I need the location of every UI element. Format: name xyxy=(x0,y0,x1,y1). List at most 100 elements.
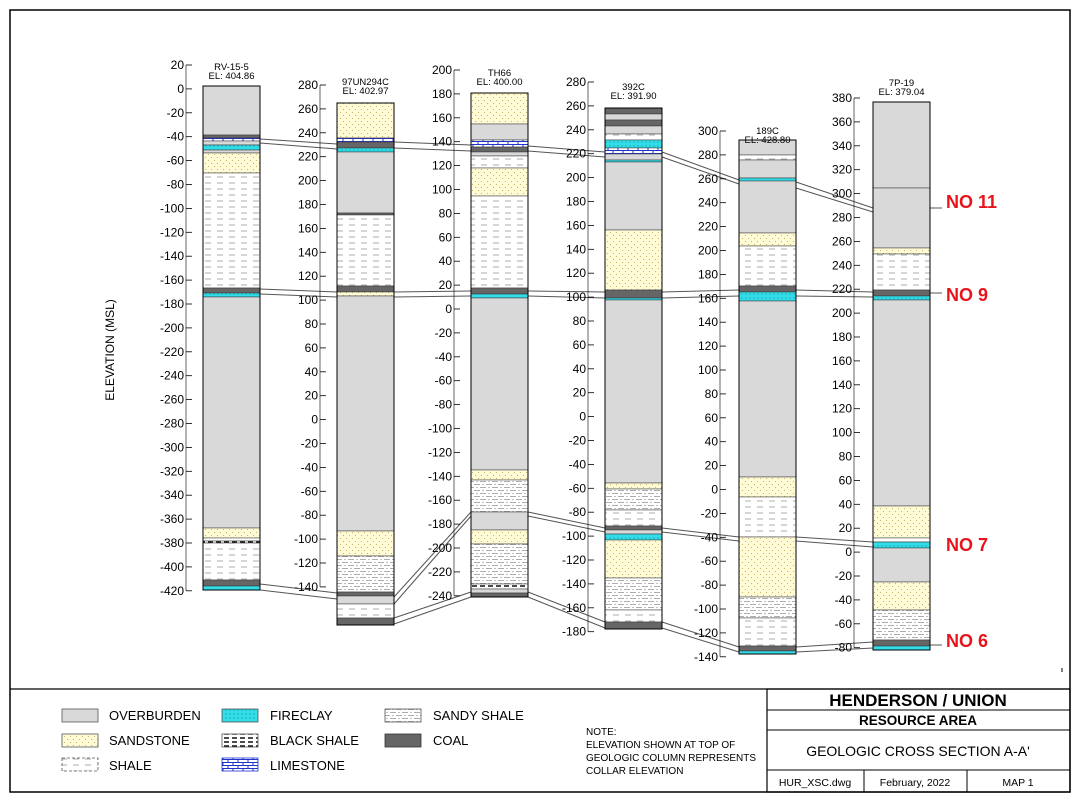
column-392c: 280260240220200180160140120100806040200-… xyxy=(562,75,663,639)
correlation-line xyxy=(259,293,338,298)
coal-layer xyxy=(336,141,395,149)
elevation-tick: 100 xyxy=(832,426,852,440)
overburden-layer xyxy=(336,295,395,532)
sandstone-layer xyxy=(738,232,797,247)
legend-label: BLACK SHALE xyxy=(270,733,359,748)
note-line: NOTE: xyxy=(586,727,617,738)
elevation-tick: 100 xyxy=(698,363,718,377)
overburden-layer xyxy=(738,159,797,179)
sheet-border xyxy=(9,9,1071,793)
elevation-tick: -240 xyxy=(160,369,184,383)
correlation-line xyxy=(795,295,874,298)
overburden-layer xyxy=(336,595,395,605)
collar-elevation: EL: 400.00 xyxy=(477,77,523,88)
elevation-tick: 300 xyxy=(832,187,852,201)
elevation-tick: -80 xyxy=(569,505,587,519)
elevation-tick: 140 xyxy=(298,245,318,259)
elevation-tick: 180 xyxy=(698,267,718,281)
sandy-shale-layer xyxy=(470,543,529,585)
elevation-tick: 40 xyxy=(573,362,587,376)
correlation-line xyxy=(661,289,740,293)
elevation-tick: 20 xyxy=(839,521,853,535)
correlation-line xyxy=(661,621,740,648)
column-outline xyxy=(470,92,529,598)
collar-elevation: EL: 428.80 xyxy=(745,135,791,146)
seam-label-no6: NO 6 xyxy=(946,631,988,651)
elevation-tick: 180 xyxy=(566,195,586,209)
elevation-tick: 60 xyxy=(439,230,453,244)
correlation-line xyxy=(795,641,874,648)
elevation-tick: -120 xyxy=(694,626,718,640)
overburden-layer xyxy=(604,161,663,231)
sandy-shale-swatch xyxy=(384,708,422,723)
overburden-layer xyxy=(470,588,529,594)
elevation-tick: -220 xyxy=(160,345,184,359)
correlation-line xyxy=(259,583,338,594)
elevation-tick: 360 xyxy=(832,115,852,129)
sandstone-layer xyxy=(470,469,529,481)
elevation-tick: 80 xyxy=(573,314,587,328)
column-name: 97UN294C xyxy=(342,77,389,88)
shale-layer xyxy=(872,537,931,543)
elevation-tick: 0 xyxy=(845,545,852,559)
shale-layer xyxy=(738,245,797,287)
elevation-tick: 120 xyxy=(566,266,586,280)
elevation-tick: 260 xyxy=(832,234,852,248)
sandstone-layer xyxy=(604,482,663,490)
column-name: 392C xyxy=(622,82,645,93)
elevation-tick: 80 xyxy=(439,206,453,220)
seam-label-no11: NO 11 xyxy=(946,192,997,212)
title-block-file: HUR_XSC.dwg xyxy=(779,777,852,789)
title-block-title: HENDERSON / UNION xyxy=(829,691,1007,710)
correlation-line xyxy=(259,142,338,150)
collar-elevation: EL: 402.97 xyxy=(343,86,389,97)
sandstone-layer xyxy=(470,529,529,545)
shale-swatch xyxy=(61,757,99,772)
elevation-tick: 20 xyxy=(305,389,319,403)
correlation-line xyxy=(527,596,606,629)
column-97un294c: 280260240220200180160140120100806040200-… xyxy=(294,77,395,626)
elevation-tick: 220 xyxy=(698,220,718,234)
elevation-tick: -280 xyxy=(160,417,184,431)
fireclay-layer xyxy=(470,293,529,299)
note-line: GEOLOGIC COLUMN REPRESENTS xyxy=(586,753,756,764)
elevation-tick: -180 xyxy=(428,517,452,531)
sandstone-layer xyxy=(738,476,797,498)
legend-item-sandy-shale: SANDY SHALE xyxy=(384,708,524,723)
elevation-tick: -180 xyxy=(562,625,586,639)
geologic-columns: 200-20-40-60-80-100-120-140-160-180-200-… xyxy=(160,58,931,664)
correlation-line xyxy=(661,295,740,299)
elevation-tick: -180 xyxy=(160,297,184,311)
elevation-tick: 100 xyxy=(432,183,452,197)
fireclay-layer xyxy=(202,292,261,298)
elevation-tick: 260 xyxy=(698,172,718,186)
coal-layer xyxy=(738,285,797,293)
column-outline xyxy=(872,101,931,651)
elevation-tick: -40 xyxy=(435,350,453,364)
sandstone-layer xyxy=(202,152,261,174)
correlation-line xyxy=(661,531,740,542)
limestone-layer xyxy=(470,139,529,148)
elevation-tick: -20 xyxy=(835,569,853,583)
coal-layer xyxy=(604,107,663,115)
elevation-tick: 280 xyxy=(566,75,586,89)
overburden-layer xyxy=(202,85,261,136)
legend-label: SANDSTONE xyxy=(109,733,190,748)
column-outline xyxy=(336,102,395,626)
elevation-tick: 320 xyxy=(832,163,852,177)
elevation-tick: -320 xyxy=(160,464,184,478)
elevation-tick: -40 xyxy=(167,130,185,144)
elevation-tick: 220 xyxy=(832,282,852,296)
elevation-tick: 60 xyxy=(705,411,719,425)
shale-layer xyxy=(336,603,395,619)
note: NOTE: ELEVATION SHOWN AT TOP OF GEOLOGIC… xyxy=(586,727,756,777)
elevation-tick: -20 xyxy=(569,434,587,448)
shale-layer xyxy=(738,154,797,161)
legend-item-coal: COAL xyxy=(384,733,468,748)
correlation-line xyxy=(393,515,472,605)
elevation-tick: -120 xyxy=(562,553,586,567)
correlation-line xyxy=(527,511,606,529)
elevation-tick: -200 xyxy=(160,321,184,335)
correlation-line xyxy=(527,515,606,533)
